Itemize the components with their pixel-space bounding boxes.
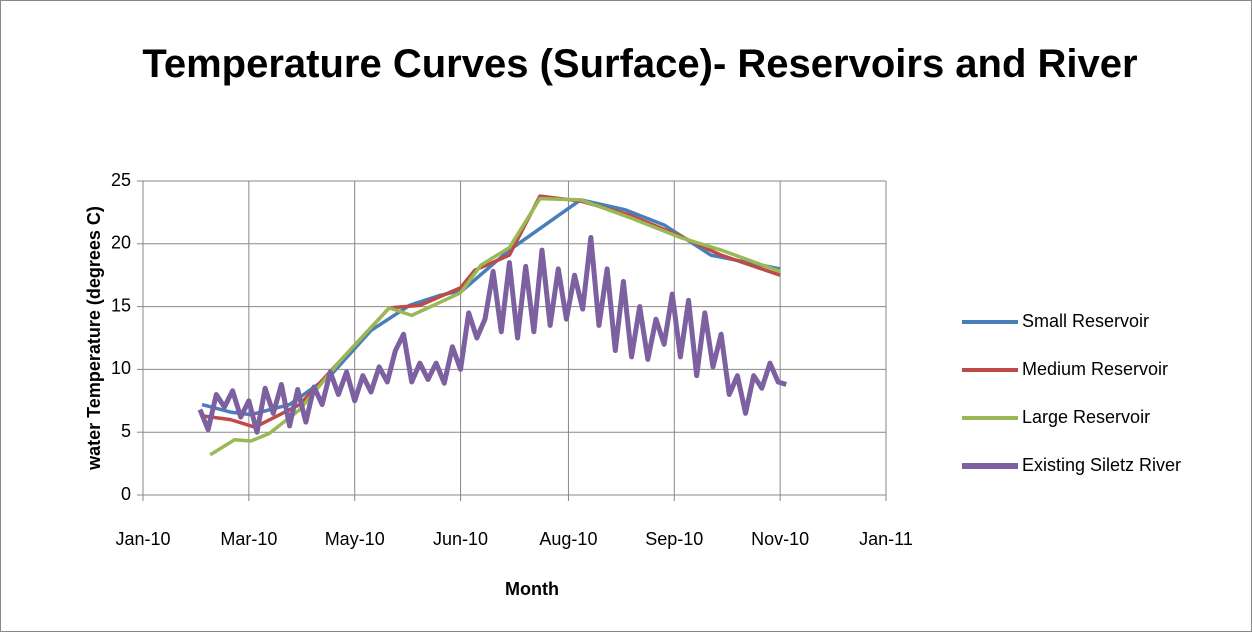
x-tick-label: May-10 [325, 529, 385, 549]
y-tick-label: 5 [121, 421, 131, 441]
x-tick-label: Mar-10 [220, 529, 277, 549]
x-tick-label: Jan-11 [859, 529, 913, 549]
chart-title: Temperature Curves (Surface)- Reservoirs… [142, 42, 1138, 86]
y-axis-label: water Temperature (degrees C) [84, 206, 104, 471]
series-line [209, 196, 781, 457]
series-line [197, 235, 787, 435]
series-line [201, 194, 781, 429]
legend-label: Large Reservoir [1022, 407, 1150, 427]
y-tick-label: 20 [111, 233, 131, 253]
y-tick-label: 25 [111, 170, 131, 190]
x-tick-label: Aug-10 [539, 529, 597, 549]
x-tick-label: Jan-10 [115, 529, 170, 549]
x-tick-label: Nov-10 [751, 529, 809, 549]
legend-label: Existing Siletz River [1022, 455, 1181, 475]
x-tick-label: Sep-10 [645, 529, 703, 549]
y-tick-label: 0 [121, 484, 131, 504]
x-axis-label: Month [505, 579, 559, 599]
x-tick-label: Jun-10 [433, 529, 488, 549]
legend-label: Medium Reservoir [1022, 359, 1168, 379]
y-tick-label: 10 [111, 358, 131, 378]
y-tick-label: 15 [111, 295, 131, 315]
legend-label: Small Reservoir [1022, 311, 1149, 331]
